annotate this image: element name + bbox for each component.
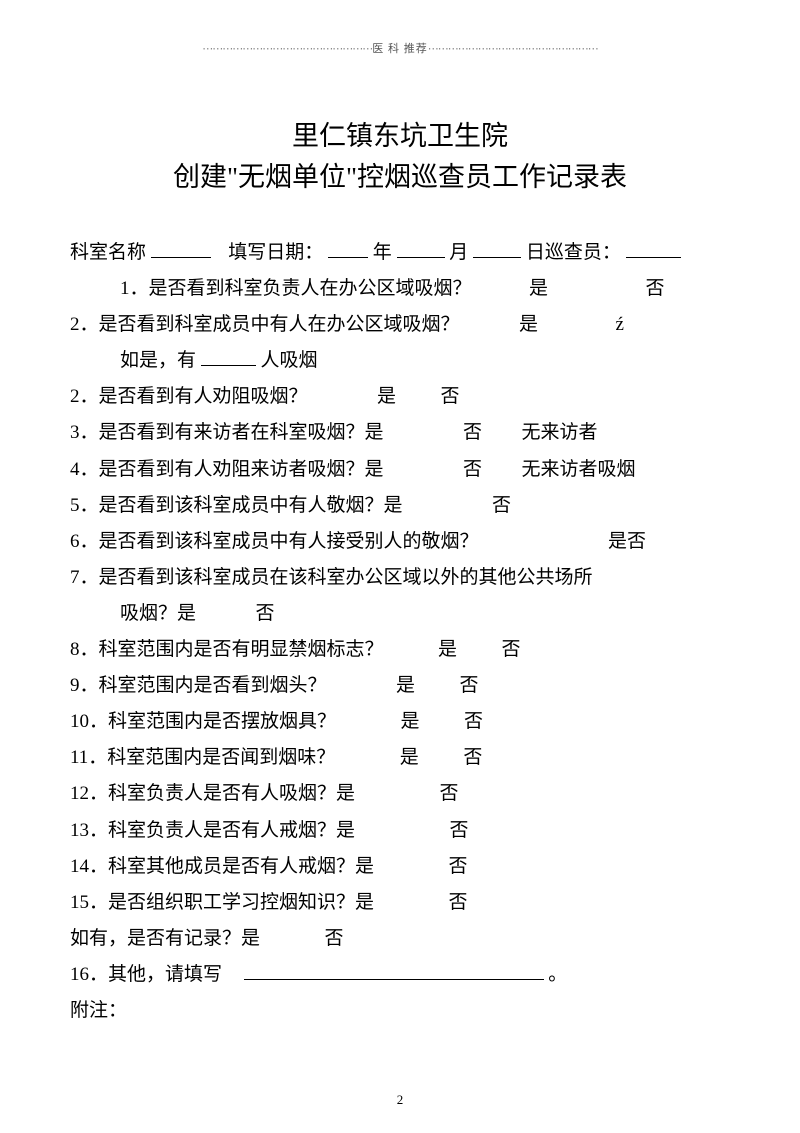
q9-text: 9．科室范围内是否看到烟头？	[70, 675, 327, 696]
q2a-sub-pre: 如是，有	[120, 350, 196, 371]
q6-line: 6．是否看到该科室成员中有人接受别人的敬烟？ 是否	[70, 524, 730, 560]
q6-yes-no[interactable]: 是否	[608, 531, 646, 552]
q3-extra[interactable]: 无来访者	[522, 422, 598, 443]
q4-text: 4．是否看到有人劝阻来访者吸烟？是	[70, 459, 384, 480]
q15-sub-text: 如有，是否有记录？是	[70, 928, 260, 949]
q2a-sub-line: 如是，有 人吸烟	[70, 343, 730, 379]
q14-no[interactable]: 否	[449, 856, 468, 877]
blank-people-count[interactable]	[201, 347, 256, 366]
q3-line: 3．是否看到有来访者在科室吸烟？是 否 无来访者	[70, 415, 730, 451]
q2b-no[interactable]: 否	[441, 386, 460, 407]
header-decorative-line: 医 科 推荐	[70, 40, 730, 56]
q8-line: 8．科室范围内是否有明显禁烟标志？ 是 否	[70, 632, 730, 668]
page-number: 2	[0, 1092, 800, 1108]
q11-line: 11．科室范围内是否闻到烟味？ 是 否	[70, 740, 730, 776]
q1-yes[interactable]: 是	[529, 278, 548, 299]
q13-no[interactable]: 否	[450, 820, 469, 841]
q2a-no-partial[interactable]: ź	[616, 314, 624, 335]
note-label: 附注：	[70, 1000, 127, 1021]
form-header-row: 科室名称 填写日期： 年 月 日巡查员：	[70, 235, 730, 271]
q12-line: 12．科室负责人是否有人吸烟？是 否	[70, 776, 730, 812]
q12-no[interactable]: 否	[440, 783, 459, 804]
q2b-yes[interactable]: 是	[377, 386, 396, 407]
q13-text: 13．科室负责人是否有人戒烟？是	[70, 820, 355, 841]
q1-no[interactable]: 否	[646, 278, 665, 299]
q10-line: 10．科室范围内是否摆放烟具？ 是 否	[70, 704, 730, 740]
label-month: 月	[449, 242, 468, 263]
label-year: 年	[373, 242, 392, 263]
label-dept: 科室名称	[70, 242, 146, 263]
q15-text: 15．是否组织职工学习控烟知识？是	[70, 892, 374, 913]
q3-text: 3．是否看到有来访者在科室吸烟？是	[70, 422, 384, 443]
q11-no[interactable]: 否	[463, 747, 482, 768]
q10-text: 10．科室范围内是否摆放烟具？	[70, 711, 336, 732]
blank-other[interactable]	[244, 961, 544, 980]
q7a-text: 7．是否看到该科室成员在该科室办公区域以外的其他公共场所	[70, 567, 593, 588]
note-line: 附注：	[70, 993, 730, 1029]
q7b-line: 吸烟？是 否	[70, 596, 730, 632]
q8-text: 8．科室范围内是否有明显禁烟标志？	[70, 639, 384, 660]
blank-dept[interactable]	[151, 239, 211, 258]
q10-no[interactable]: 否	[464, 711, 483, 732]
title-line-2: 创建"无烟单位"控烟巡查员工作记录表	[70, 157, 730, 198]
q10-yes[interactable]: 是	[401, 711, 420, 732]
q5-no[interactable]: 否	[492, 495, 511, 516]
q9-no[interactable]: 否	[460, 675, 479, 696]
q4-no[interactable]: 否	[463, 459, 482, 480]
q16-text: 16．其他，请填写	[70, 964, 222, 985]
q1-line: 1．是否看到科室负责人在办公区域吸烟？ 是 否	[70, 271, 730, 307]
q14-text: 14．科室其他成员是否有人戒烟？是	[70, 856, 374, 877]
q7b-text: 吸烟？是	[120, 603, 196, 624]
blank-inspector[interactable]	[626, 239, 681, 258]
blank-month[interactable]	[397, 239, 445, 258]
q15-sub-line: 如有，是否有记录？是 否	[70, 921, 730, 957]
q7a-line: 7．是否看到该科室成员在该科室办公区域以外的其他公共场所	[70, 560, 730, 596]
q8-yes[interactable]: 是	[438, 639, 457, 660]
q2a-yes[interactable]: 是	[519, 314, 538, 335]
q6-text: 6．是否看到该科室成员中有人接受别人的敬烟？	[70, 531, 479, 552]
questions-block: 1．是否看到科室负责人在办公区域吸烟？ 是 否 2．是否看到科室成员中有人在办公…	[70, 271, 730, 1029]
q2a-sub-post: 人吸烟	[261, 350, 318, 371]
q2b-line: 2．是否看到有人劝阻吸烟？ 是 否	[70, 379, 730, 415]
blank-year[interactable]	[328, 239, 368, 258]
q2b-text: 2．是否看到有人劝阻吸烟？	[70, 386, 308, 407]
label-date: 填写日期：	[228, 242, 323, 263]
q4-extra[interactable]: 无来访者吸烟	[522, 459, 636, 480]
q15-no[interactable]: 否	[449, 892, 468, 913]
q9-yes[interactable]: 是	[396, 675, 415, 696]
q12-text: 12．科室负责人是否有人吸烟？是	[70, 783, 355, 804]
q16-line: 16．其他，请填写 。	[70, 957, 730, 993]
q9-line: 9．科室范围内是否看到烟头？ 是 否	[70, 668, 730, 704]
header-text: 医 科 推荐	[202, 43, 598, 55]
q3-no[interactable]: 否	[463, 422, 482, 443]
q2a-line: 2．是否看到科室成员中有人在办公区域吸烟？ 是 ź	[70, 307, 730, 343]
q5-text: 5．是否看到该科室成员中有人敬烟？是	[70, 495, 403, 516]
q14-line: 14．科室其他成员是否有人戒烟？是 否	[70, 849, 730, 885]
blank-day[interactable]	[473, 239, 521, 258]
q1-text: 1．是否看到科室负责人在办公区域吸烟？	[120, 278, 472, 299]
q4-line: 4．是否看到有人劝阻来访者吸烟？是 否 无来访者吸烟	[70, 452, 730, 488]
label-inspector: 日巡查员：	[526, 242, 621, 263]
q16-end: 。	[548, 964, 567, 985]
q11-yes[interactable]: 是	[400, 747, 419, 768]
title-block: 里仁镇东坑卫生院 创建"无烟单位"控烟巡查员工作记录表	[70, 116, 730, 197]
q11-text: 11．科室范围内是否闻到烟味？	[70, 747, 335, 768]
q15-line: 15．是否组织职工学习控烟知识？是 否	[70, 885, 730, 921]
q2a-text: 2．是否看到科室成员中有人在办公区域吸烟？	[70, 314, 460, 335]
title-line-1: 里仁镇东坑卫生院	[70, 116, 730, 157]
q15-sub-no[interactable]: 否	[325, 928, 344, 949]
q8-no[interactable]: 否	[502, 639, 521, 660]
q5-line: 5．是否看到该科室成员中有人敬烟？是 否	[70, 488, 730, 524]
q7-no[interactable]: 否	[256, 603, 275, 624]
q13-line: 13．科室负责人是否有人戒烟？是 否	[70, 813, 730, 849]
